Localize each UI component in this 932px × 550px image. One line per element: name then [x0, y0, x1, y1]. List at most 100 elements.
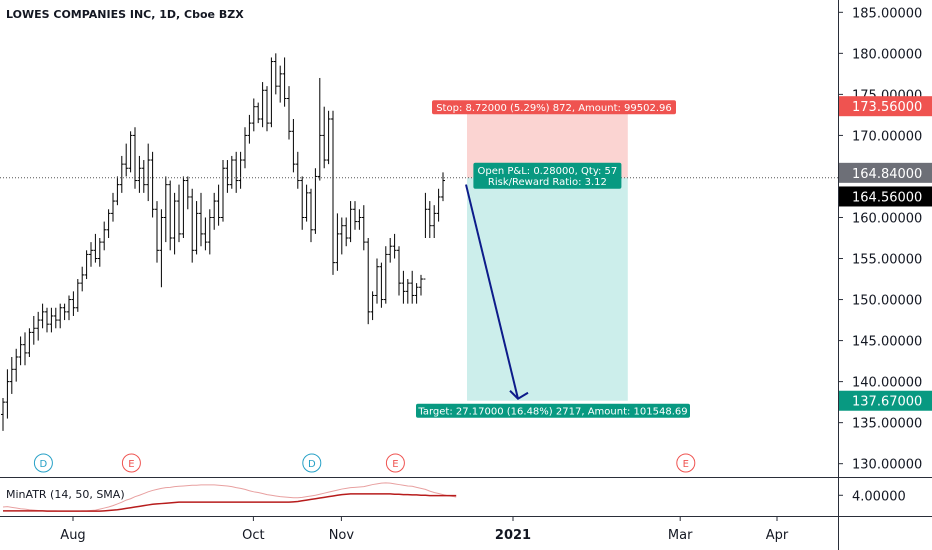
- ohlc-bar: [300, 176, 305, 230]
- crosshair-price-axis-label: 164.84000: [852, 167, 922, 182]
- event-marker-letter: E: [392, 459, 398, 470]
- ohlc-bar: [84, 250, 89, 280]
- ohlc-bar: [427, 201, 432, 238]
- stop-price-axis-label: 173.56000: [852, 100, 922, 115]
- ohlc-bar: [317, 77, 322, 181]
- ohlc-bar: [370, 291, 375, 321]
- ohlc-bar: [190, 188, 195, 263]
- ohlc-bar: [335, 213, 340, 271]
- event-marker-circle: [676, 453, 696, 473]
- ohlc-bar: [278, 65, 283, 103]
- ohlc-bar: [53, 307, 58, 329]
- time-tick-label: Nov: [329, 528, 355, 543]
- ohlc-bar: [5, 369, 10, 419]
- ohlc-bar: [357, 209, 362, 230]
- ohlc-bar: [9, 357, 14, 394]
- ohlc-bar: [414, 283, 419, 304]
- earnings-marker[interactable]: E: [121, 453, 141, 473]
- ohlc-bar: [137, 155, 142, 193]
- ohlc-bar: [67, 295, 71, 321]
- last-price-axis-label-bg: [839, 186, 932, 207]
- event-marker-letter: E: [683, 459, 689, 470]
- indicator-tick-label: 4.00000: [852, 489, 906, 504]
- ohlc-bar: [49, 307, 54, 333]
- ohlc-bar: [234, 151, 239, 193]
- ohlc-bar: [163, 176, 168, 243]
- trade-arrow-head: [509, 390, 529, 401]
- ohlc-bar: [71, 291, 76, 316]
- ohlc-bar: [58, 303, 63, 329]
- crosshair-price-axis-label-bg: [839, 162, 932, 183]
- ohlc-bar: [75, 279, 80, 312]
- ohlc-bar: [1, 398, 5, 431]
- ohlc-bar: [106, 209, 111, 238]
- price-tick-label: 150.00000: [852, 294, 922, 309]
- ohlc-bar: [436, 188, 441, 222]
- price-tick-label: 140.00000: [852, 376, 922, 391]
- ohlc-bar: [322, 106, 327, 169]
- ohlc-bar: [265, 86, 269, 132]
- price-lines: [0, 177, 838, 401]
- ohlc-bar: [388, 238, 393, 263]
- indicator-pane: [0, 477, 932, 517]
- price-bars: [1, 53, 445, 431]
- position-zones: [467, 106, 628, 401]
- indicator-thick-line: [3, 493, 457, 512]
- ohlc-bar: [423, 192, 428, 280]
- ohlc-bar: [397, 246, 401, 296]
- earnings-marker[interactable]: E: [676, 453, 696, 473]
- price-tick-label: 135.00000: [852, 417, 922, 432]
- ohlc-bar: [155, 201, 159, 263]
- ohlc-bar: [273, 53, 278, 95]
- ohlc-bar: [410, 270, 415, 304]
- event-marker-letter: D: [308, 459, 316, 470]
- ohlc-bar: [295, 151, 300, 189]
- ohlc-bar: [45, 307, 49, 333]
- ohlc-bar: [304, 184, 309, 222]
- ohlc-bar: [102, 221, 107, 251]
- ohlc-bar: [339, 217, 344, 255]
- ohlc-bar: [269, 57, 274, 128]
- ohlc-bar: [97, 238, 102, 267]
- event-marker-circle: [302, 453, 322, 473]
- earnings-marker[interactable]: E: [385, 453, 405, 473]
- ohlc-bar: [221, 160, 225, 222]
- ohlc-bar: [375, 258, 379, 304]
- ohlc-bar: [212, 192, 217, 230]
- target-price-axis-label: 137.67000: [852, 395, 922, 410]
- ohlc-bar: [366, 238, 371, 325]
- ohlc-bar: [313, 168, 318, 234]
- ohlc-bar: [177, 184, 181, 243]
- indicator-title: MinATR (14, 50, SMA): [6, 488, 125, 501]
- ohlc-bar: [194, 201, 199, 255]
- stop-price-axis-label-bg: [839, 96, 932, 117]
- ohlc-bar: [247, 114, 252, 144]
- ohlc-bar: [291, 119, 296, 173]
- pnl-label: Open P&L: 0.28000, Qty: 57: [477, 166, 617, 177]
- ohlc-bar: [203, 217, 208, 251]
- ohlc-bar: [31, 315, 36, 345]
- time-tick-label: 2021: [495, 528, 531, 543]
- target-label-bg: [416, 403, 690, 418]
- ohlc-bar: [243, 127, 247, 169]
- ohlc-bar: [128, 131, 133, 173]
- price-tick-label: 170.00000: [852, 129, 922, 144]
- ohlc-bar: [185, 176, 190, 210]
- ohlc-bar: [225, 160, 230, 193]
- price-tick-label: 180.00000: [852, 47, 922, 62]
- time-tick-label: Oct: [242, 528, 264, 543]
- ohlc-bar: [251, 98, 256, 132]
- ohlc-bar: [379, 262, 384, 308]
- time-tick-label: Apr: [766, 528, 789, 543]
- trade-arrow: [465, 184, 519, 399]
- ohlc-bar: [89, 242, 93, 267]
- ohlc-bar: [124, 143, 129, 177]
- ohlc-bar: [229, 155, 234, 189]
- dividend-marker[interactable]: D: [33, 453, 53, 473]
- ohlc-bar: [216, 184, 221, 226]
- ohlc-bar: [344, 217, 349, 247]
- time-axis: Aug Oct Nov 2021 Mar Apr: [60, 517, 789, 543]
- ohlc-bar: [432, 205, 437, 238]
- dividend-marker[interactable]: D: [302, 453, 322, 473]
